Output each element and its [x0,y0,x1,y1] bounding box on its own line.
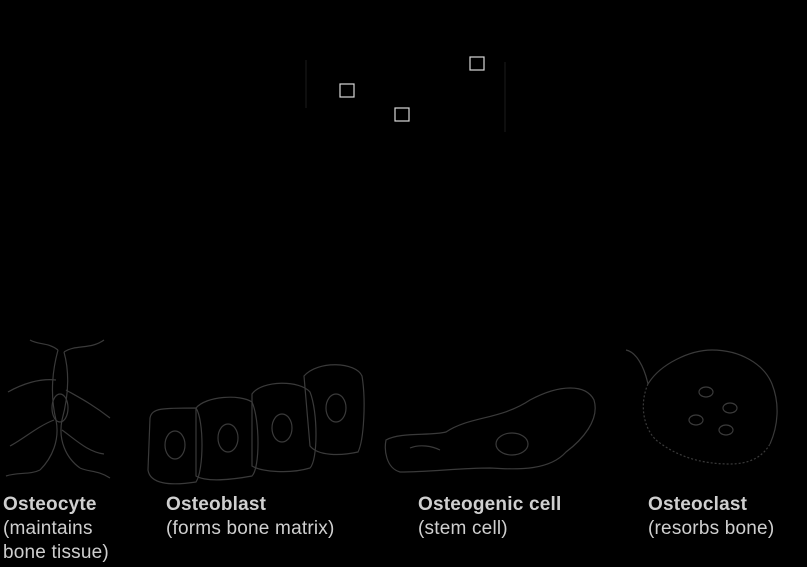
osteogenic-cell-illustration [384,387,596,473]
marker-square-2 [394,107,410,122]
top-marker-group [305,56,506,132]
osteoblast-description: (forms bone matrix) [166,518,335,539]
osteoclast-illustration [625,349,778,465]
osteogenic-cell-description: (stem cell) [418,518,508,539]
osteogenic-cell-title: Osteogenic cell [418,494,562,515]
osteocyte-description: (maintains bone tissue) [3,518,109,563]
osteocyte-caption: Osteocyte (maintains bone tissue) [3,493,153,565]
osteoclast-description: (resorbs bone) [648,518,775,539]
osteocyte-title: Osteocyte [3,494,97,515]
marker-square-1 [339,83,355,98]
osteoblast-illustration [147,364,365,485]
osteoblast-caption: Osteoblast (forms bone matrix) [166,493,396,541]
marker-square-3 [469,56,485,71]
osteocyte-illustration [5,339,111,479]
osteoblast-title: Osteoblast [166,494,267,515]
osteoclast-caption: Osteoclast (resorbs bone) [648,493,807,541]
osteoclast-title: Osteoclast [648,494,748,515]
osteogenic-cell-caption: Osteogenic cell (stem cell) [418,493,628,541]
